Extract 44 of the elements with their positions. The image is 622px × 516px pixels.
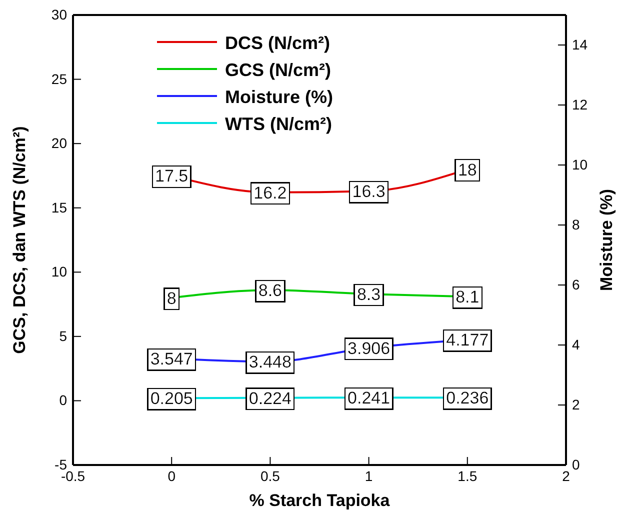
y2-tick-label: 2 [572,396,580,412]
data-label: 8.6 [258,281,282,300]
y-tick-label: 5 [59,328,68,344]
data-label: 3.906 [348,338,390,358]
x-tick-label: 1 [364,468,373,484]
legend-label: DCS (N/cm²) [225,33,330,53]
data-label: 0.224 [248,388,292,408]
data-label: 0.236 [446,388,489,408]
data-label: 18 [458,160,477,180]
data-label: 8 [166,288,176,308]
y2-tick-label: 4 [572,336,580,352]
x-axis-title: % Starch Tapioka [249,491,390,510]
data-label: 3.547 [150,350,193,369]
y-tick-label: 15 [51,199,68,216]
y2-tick-label: 10 [572,156,588,172]
x-tick-label: 1.5 [458,468,478,484]
legend-label: WTS (N/cm²) [225,114,332,134]
data-label: 3.448 [248,352,292,372]
data-label: 17.5 [155,166,188,186]
y-tick-label: -5 [54,456,68,472]
data-label: 16.2 [254,183,287,202]
data-label: 8.3 [356,285,381,304]
y2-tick-label: 12 [572,96,588,112]
data-label: 16.3 [352,182,386,202]
y2-tick-label: 0 [572,456,580,472]
y-tick-label: 30 [51,6,68,22]
legend-label: Moisture (%) [225,87,334,107]
x-tick-label: 0 [168,468,176,484]
x-tick-label: 0.5 [260,468,280,484]
data-label: 4.177 [446,330,489,350]
data-label: 0.241 [348,388,390,408]
x-tick-label: 2 [562,468,570,484]
y2-tick-label: 6 [572,276,580,292]
y-tick-label: 10 [51,264,68,280]
y-tick-label: 0 [59,392,68,408]
y-axis-title: GCS, DCS, dan WTS (N/cm²) [10,126,29,354]
data-label: 8.1 [456,288,480,307]
y2-axis-title: Moisture (%) [597,189,616,291]
y2-tick-label: 8 [572,216,580,232]
y2-tick-label: 14 [572,36,588,52]
y-tick-label: 20 [51,135,68,152]
data-label: 0.205 [150,389,193,408]
legend-label: GCS (N/cm²) [225,60,332,80]
y-tick-label: 25 [51,70,68,87]
